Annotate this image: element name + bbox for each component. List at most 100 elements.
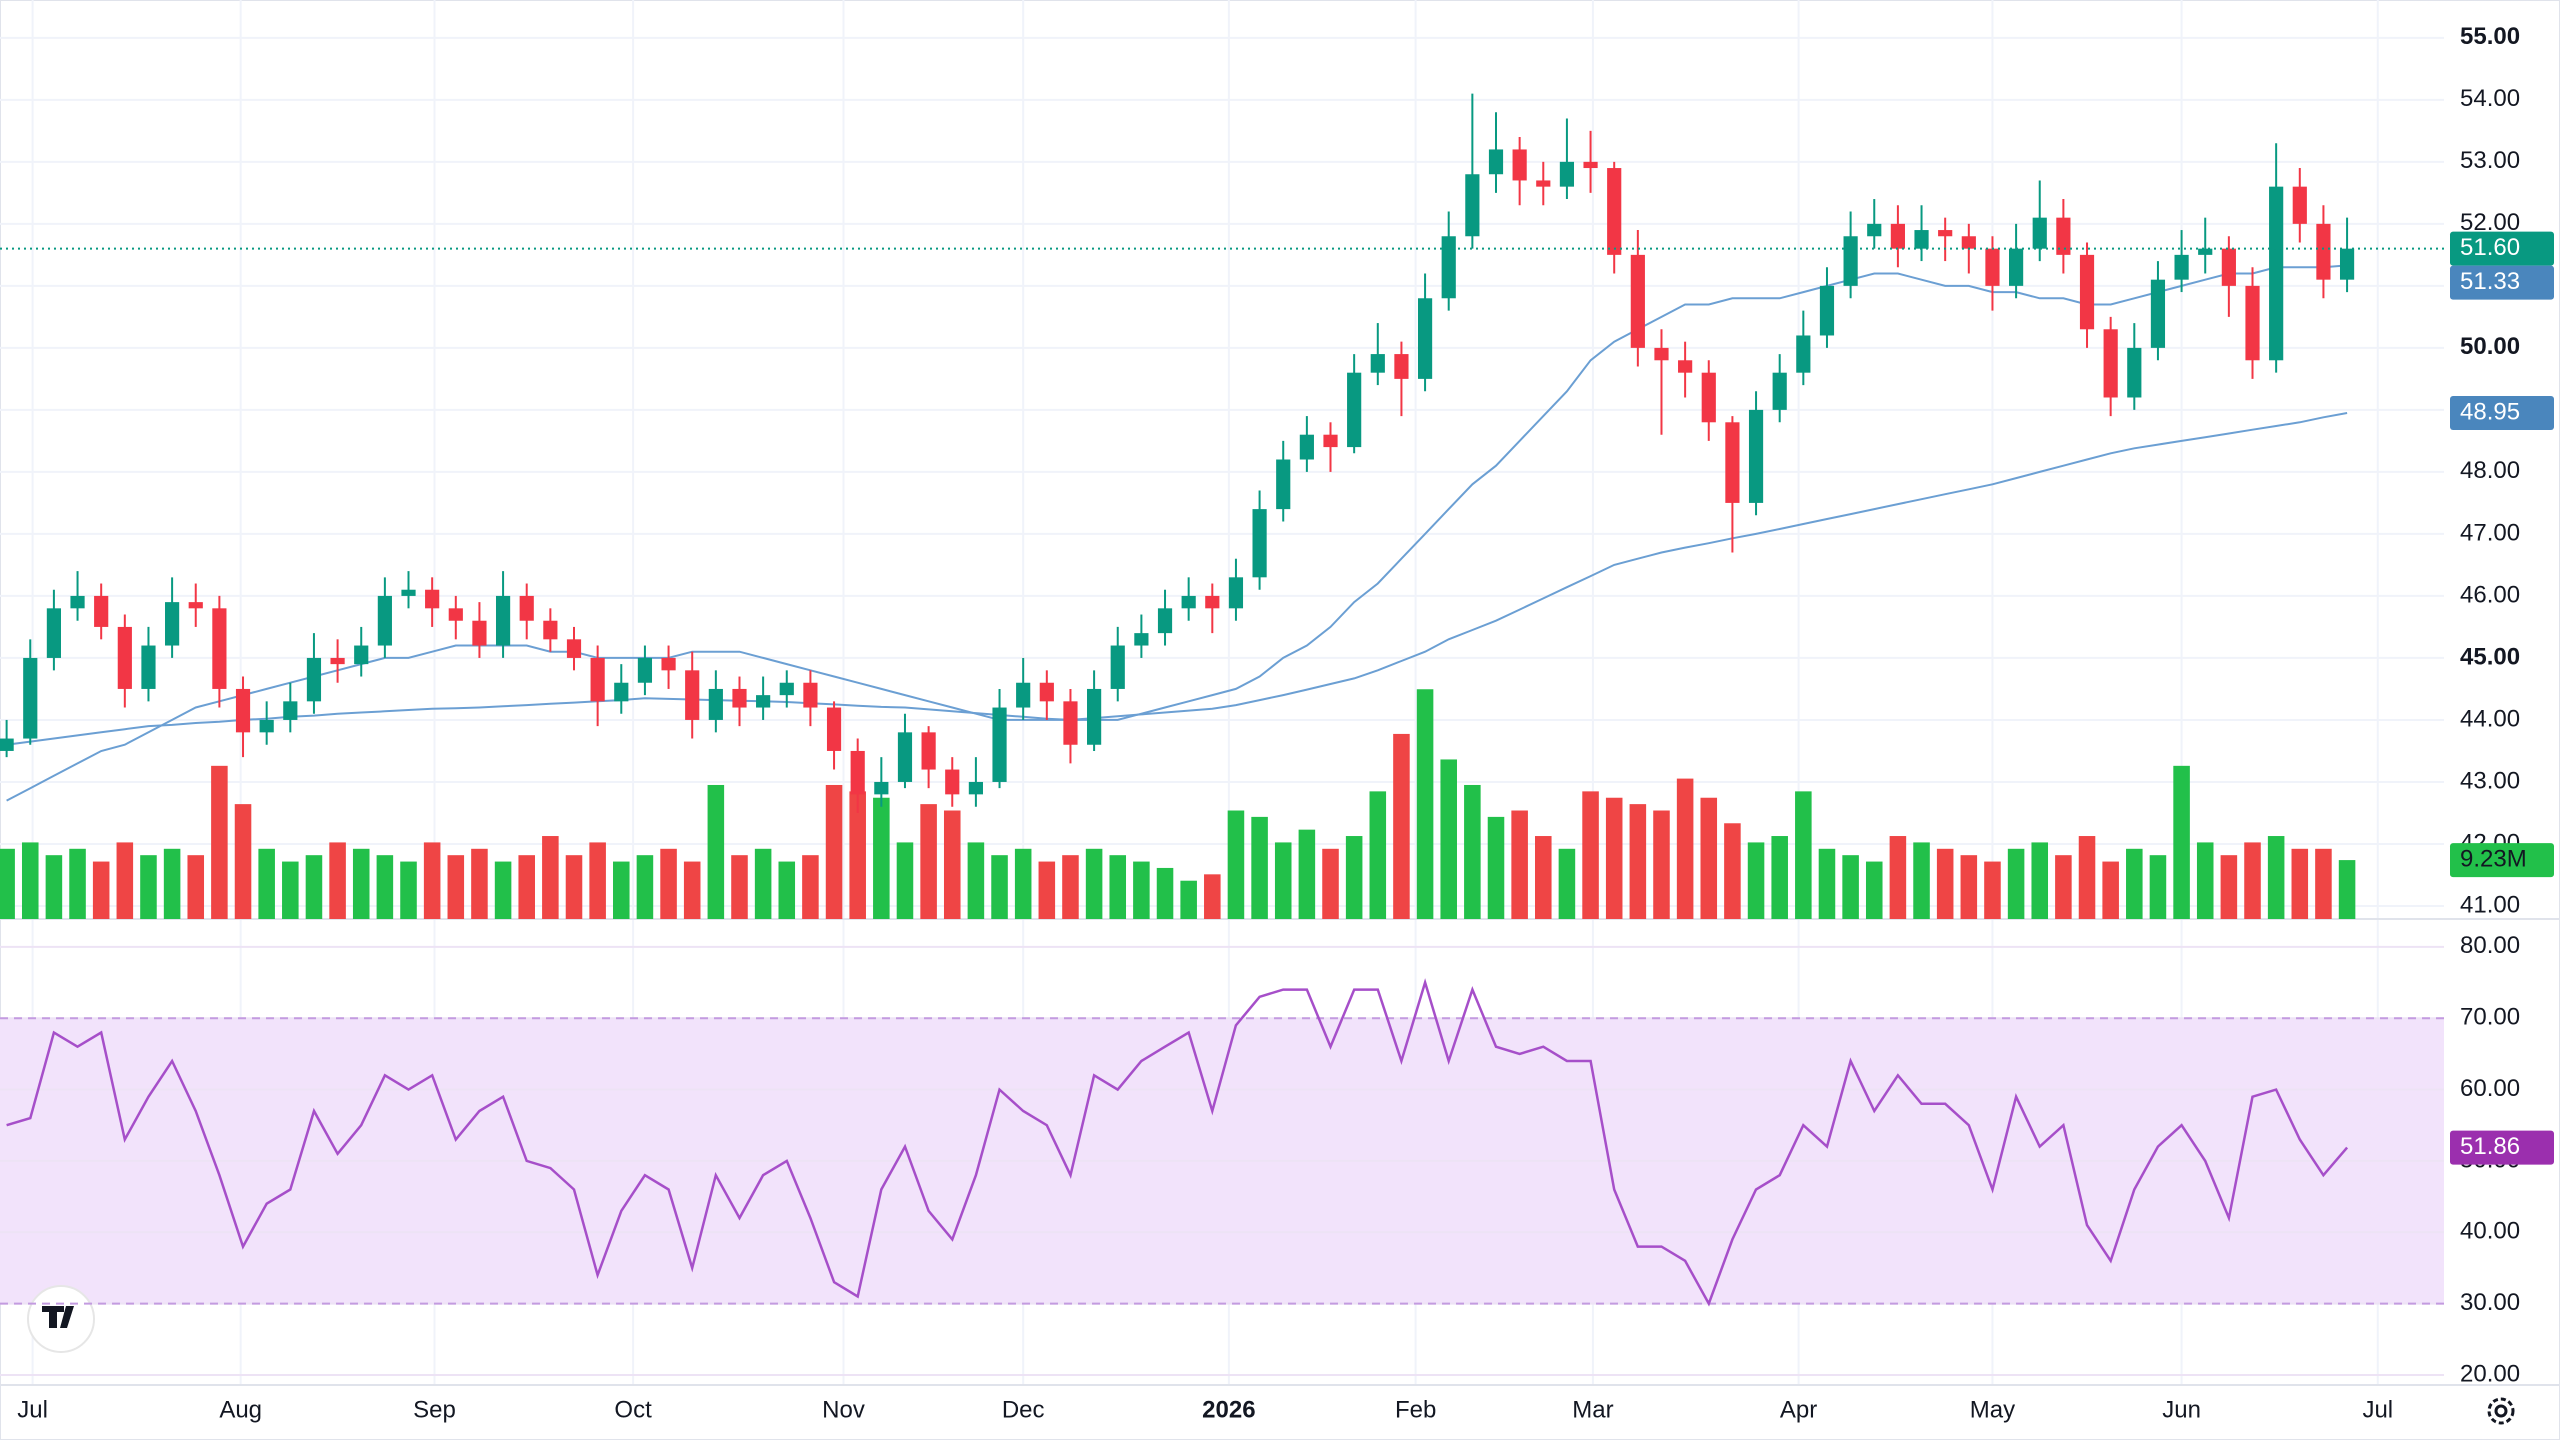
volume-bar [2007, 848, 2025, 919]
candle-body [1938, 230, 1953, 237]
candle-body [1370, 354, 1385, 373]
candle-body [1134, 633, 1149, 646]
volume-bar [211, 765, 228, 919]
value-label-box [2450, 395, 2554, 430]
gear-outline[interactable] [2487, 1397, 2515, 1425]
value-label-box [2450, 231, 2554, 266]
volume-bar [1842, 855, 1859, 919]
volume-bar [778, 861, 796, 919]
rsi-line [6, 978, 2349, 1307]
candle-body [1276, 459, 1291, 510]
candle-body [212, 608, 227, 689]
volume-bar [69, 848, 86, 919]
moving-average-line [6, 264, 2348, 802]
candle-body [2009, 248, 2024, 286]
volume-bar [2102, 861, 2119, 919]
candle-body [2150, 279, 2166, 348]
candle-body [1725, 422, 1740, 503]
volume-bar [1605, 797, 1623, 919]
volume-bar [1747, 842, 1765, 919]
candle-body [2103, 329, 2118, 398]
volume-bar [447, 855, 465, 919]
candle-body [921, 732, 936, 770]
candle-body [732, 688, 747, 708]
candle-body [1347, 372, 1362, 448]
logo[interactable] [27, 1285, 95, 1353]
candle-body [1299, 434, 1314, 460]
x-tick-label: Sep [413, 1396, 456, 1423]
volume-bar [873, 797, 890, 919]
volume-bar [2126, 848, 2143, 919]
candle-body [94, 595, 109, 627]
candle-body [1536, 180, 1551, 187]
candle-body [1441, 236, 1456, 299]
y-tick-label: 48.00 [2460, 457, 2520, 484]
volume-bar [2315, 848, 2332, 919]
candle-body [519, 595, 534, 621]
volume-bar [542, 836, 559, 919]
value-label: 9.23M [2460, 845, 2527, 872]
candle-body [1914, 230, 1929, 249]
value-label: 48.95 [2460, 398, 2520, 425]
candle-body [1063, 701, 1078, 745]
candle-body [850, 750, 865, 795]
candle-body [685, 670, 700, 720]
volume-bar [991, 855, 1008, 919]
gear-center[interactable] [2494, 1404, 2508, 1418]
candle-body [1961, 236, 1976, 249]
candle-body [70, 595, 85, 609]
candle-body [1867, 223, 1882, 237]
volume-bar [1795, 791, 1812, 919]
x-tick-label: Dec [1002, 1396, 1045, 1423]
volume-bar [234, 804, 252, 919]
volume-bar [825, 784, 843, 919]
volume-bar [1889, 836, 1907, 919]
volume-bar [471, 848, 488, 919]
volume-bar [2173, 765, 2190, 919]
candle-body [1701, 372, 1716, 423]
candle-body [1110, 645, 1125, 689]
volume-bar [2338, 860, 2356, 919]
candle-body [1678, 360, 1693, 373]
value-label-box [2450, 265, 2554, 300]
candle-body [377, 595, 392, 646]
candle-body [2245, 285, 2260, 361]
candle-body [661, 657, 676, 671]
volume-bar [163, 848, 181, 919]
x-tick-label: 2026 [1202, 1396, 1255, 1423]
candle-body [306, 657, 322, 702]
candle-body [566, 639, 582, 658]
candle-body [1228, 577, 1244, 609]
y-tick-label: 20.00 [2460, 1360, 2520, 1387]
volume-bar [1960, 855, 1978, 919]
volume-bar [1204, 874, 1221, 919]
candle-body [803, 682, 818, 708]
value-label: 51.60 [2460, 234, 2520, 261]
y-tick-label: 55.00 [2460, 23, 2520, 50]
candle-body [283, 701, 298, 720]
volume-bar [1582, 791, 1599, 919]
volume-bar [376, 855, 394, 919]
candle-body [637, 657, 653, 683]
volume-bar [1227, 810, 1245, 919]
volume-bar [494, 861, 512, 919]
candle-body [614, 682, 629, 702]
volume-bar [2149, 855, 2167, 919]
logo-badge[interactable] [27, 1285, 95, 1353]
y-tick-label: 45.00 [2460, 643, 2520, 670]
volume-bar [920, 804, 937, 919]
logo-mark[interactable] [42, 1306, 74, 1328]
candle-body [1748, 409, 1764, 503]
volume-bar [92, 861, 110, 919]
candle-body [1843, 236, 1858, 286]
y-tick-label: 46.00 [2460, 581, 2520, 608]
volume-bar [2267, 836, 2285, 919]
candle-body [1559, 161, 1575, 187]
candle-body [992, 707, 1007, 782]
settings-button[interactable] [2487, 1397, 2515, 1425]
volume-bar [1156, 867, 1174, 919]
volume-bar [1180, 880, 1197, 919]
volume-bar [400, 861, 417, 919]
candle-body [1607, 168, 1622, 255]
